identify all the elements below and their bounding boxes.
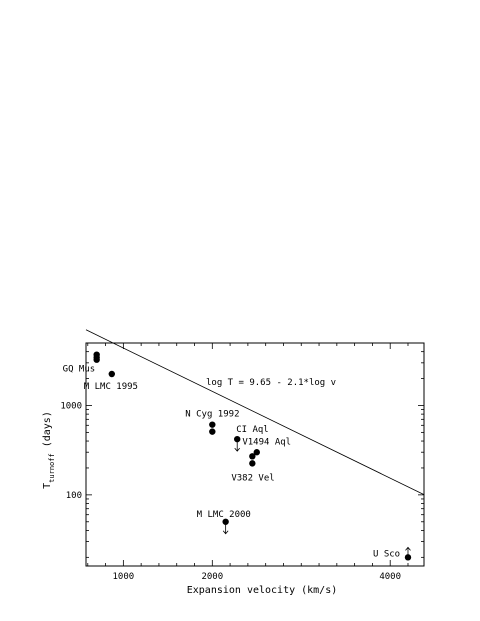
upper-limit-arrow (222, 524, 229, 535)
x-tick-label: 1000 (113, 572, 135, 582)
upper-limit-arrow (234, 442, 241, 452)
point-label: GQ Mus (63, 365, 96, 375)
fit-line (85, 329, 425, 495)
point-label: V382 Vel (231, 473, 274, 483)
x-axis: 1000 2000 4000 (87, 343, 409, 582)
point-label: M LMC 1995 (84, 382, 138, 392)
y-axis-title-subscript: turnoff (48, 453, 56, 483)
data-point (249, 460, 256, 467)
data-point (209, 428, 216, 435)
x-tick-label: 4000 (379, 572, 401, 582)
fit-equation-annotation: log T = 9.65 - 2.1*log v (206, 378, 336, 388)
data-point (93, 356, 100, 363)
point-label: U Sco (373, 549, 400, 559)
point-label: CI Aql (236, 425, 269, 435)
data-point (222, 518, 229, 525)
data-point (108, 370, 115, 378)
data-point (234, 435, 241, 443)
point-label: V1494 Aql (242, 437, 291, 447)
data-point (209, 421, 216, 428)
y-axis: 100 1000 (60, 342, 424, 558)
data-points: GQ Mus M LMC 1995 N Cyg 1992 CI Aql V1494 Aq… (63, 351, 412, 561)
y-tick-label: 100 (66, 491, 82, 501)
data-point (404, 554, 412, 561)
y-axis-title: Tturnoff (days) (42, 411, 56, 489)
lower-limit-arrow (405, 546, 411, 555)
y-axis-title-main: T (42, 483, 53, 489)
y-axis-title-suffix: (days) (42, 411, 53, 453)
data-point (253, 449, 260, 456)
data-point (249, 453, 256, 460)
y-tick-label: 1000 (60, 401, 82, 411)
x-axis-title: Expansion velocity (km/s) (187, 585, 338, 596)
point-label: M LMC 2000 (197, 510, 251, 520)
plot-frame (85, 342, 425, 567)
x-tick-label: 2000 (201, 572, 223, 582)
point-label: N Cyg 1992 (185, 410, 239, 420)
